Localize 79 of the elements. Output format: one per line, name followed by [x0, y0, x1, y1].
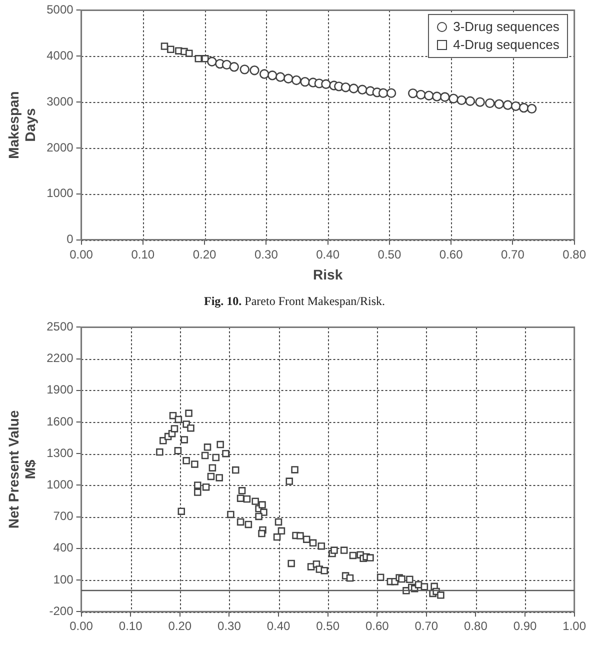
point [465, 96, 476, 106]
point [229, 62, 239, 72]
legend-label: 4-Drug sequences [453, 36, 560, 54]
point [194, 55, 202, 62]
x-tick-label: 0.90 [513, 619, 538, 634]
point [259, 69, 270, 79]
legend-label: 3-Drug sequences [453, 18, 560, 36]
point [494, 99, 504, 109]
x-tick-label: 0.40 [316, 247, 340, 262]
x-tick-label: 0.50 [378, 247, 402, 262]
point [440, 92, 450, 102]
y-tick-label: 2000 [46, 140, 74, 154]
x-tick-label: 0.60 [365, 619, 390, 634]
point [378, 88, 388, 98]
y-tick-label: 1900 [46, 382, 74, 397]
caption: Fig. 10. Pareto Front Makespan/Risk. [203, 294, 386, 309]
y-axis-title: Net Present Value M$ [5, 410, 38, 529]
point [160, 42, 168, 50]
point [292, 75, 302, 86]
x-tick-label: 0.40 [266, 619, 291, 634]
point [416, 90, 426, 100]
point [386, 88, 396, 98]
point [510, 101, 521, 112]
point [222, 60, 232, 70]
point [357, 84, 368, 94]
x-axis-title: Risk [313, 266, 343, 282]
point [475, 97, 485, 107]
point [276, 72, 286, 82]
x-tick-label: 0.70 [414, 619, 438, 634]
x-tick-label: 1.00 [562, 619, 586, 634]
x-tick-label: 0.80 [464, 619, 488, 634]
x-tick-label: 0.60 [439, 247, 464, 262]
y-tick-label: 2500 [46, 320, 74, 334]
point [267, 70, 278, 80]
y-axis-title: Makespan Days [5, 91, 38, 159]
y-tick-label: -200 [49, 604, 74, 618]
x-tick-label: 0.70 [501, 247, 525, 262]
y-tick-label: 1000 [46, 478, 74, 492]
point [167, 46, 174, 53]
point [202, 55, 209, 62]
x-tick-label: 0.20 [168, 619, 192, 634]
x-tick-label: 0.80 [562, 247, 586, 262]
y-tick-label: 1300 [46, 446, 74, 460]
x-tick-label: 0.10 [118, 619, 143, 634]
point [424, 90, 434, 100]
y-tick-label: 0 [66, 232, 74, 246]
point [408, 88, 418, 98]
y-tick-label: 4000 [46, 48, 74, 62]
point [240, 64, 250, 74]
y-tick-label: 400 [53, 540, 74, 555]
y-tick-label: 2200 [46, 351, 74, 366]
point [502, 100, 513, 110]
point [321, 79, 331, 89]
x-tick-label: 0.20 [192, 247, 217, 262]
point [485, 98, 495, 108]
y-tick-label: 5000 [46, 2, 74, 17]
point [348, 84, 359, 94]
point [207, 56, 217, 66]
point [284, 74, 294, 84]
y-tick-label: 1600 [46, 414, 74, 428]
y-tick-label: 700 [53, 509, 74, 524]
x-tick-label: 0.30 [218, 619, 242, 634]
point [300, 76, 310, 87]
point [250, 66, 260, 76]
y-tick-label: 1000 [46, 186, 74, 200]
x-tick-label: 0.50 [316, 619, 340, 634]
point [340, 82, 351, 92]
y-tick-label: 3000 [46, 94, 74, 108]
point [518, 102, 529, 113]
y-tick-label: 100 [53, 572, 74, 586]
x-tick-label: 0.00 [70, 619, 94, 634]
x-tick-label: 0.10 [131, 247, 155, 262]
x-tick-label: 0.30 [254, 247, 278, 262]
point [526, 104, 537, 114]
x-tick-label: 0.00 [70, 247, 94, 262]
point [186, 50, 193, 57]
point [432, 92, 442, 102]
point [456, 95, 466, 106]
point [448, 94, 458, 104]
